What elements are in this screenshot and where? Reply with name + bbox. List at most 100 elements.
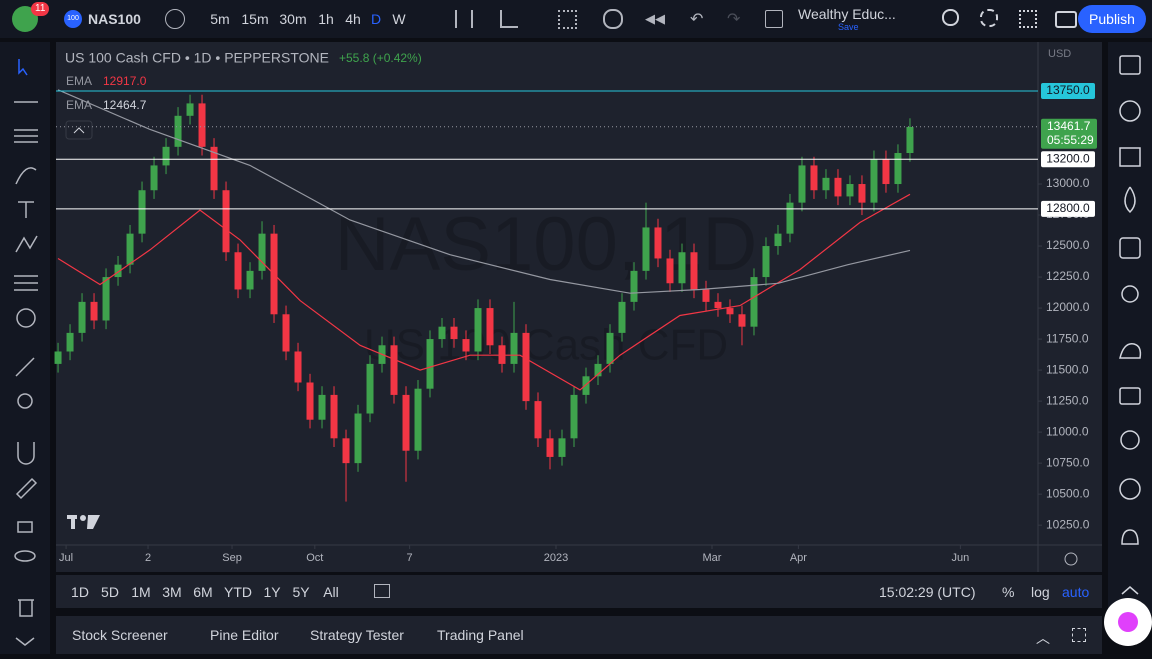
chats[interactable] bbox=[1119, 387, 1141, 405]
x-tick-label: 7 bbox=[407, 552, 413, 564]
x-tick-label: Mar bbox=[703, 552, 722, 564]
watermark: NAS100, 1D bbox=[335, 202, 757, 287]
fullscreen[interactable] bbox=[1019, 10, 1037, 28]
interval-button[interactable]: 1h bbox=[318, 11, 334, 27]
range-button[interactable]: 6M bbox=[193, 584, 213, 600]
interval-button[interactable]: 4h bbox=[345, 11, 361, 27]
currency[interactable]: USD bbox=[1048, 48, 1071, 60]
interval-button[interactable]: 15m bbox=[241, 11, 269, 27]
range-button[interactable]: 5D bbox=[101, 584, 119, 600]
add-symbol[interactable] bbox=[165, 9, 185, 29]
lock-tool[interactable] bbox=[17, 521, 33, 533]
percent-toggle[interactable]: % bbox=[1002, 584, 1015, 600]
interval-button[interactable]: W bbox=[392, 11, 406, 27]
legend-name: EMA bbox=[66, 98, 92, 112]
y-tick-label: 11750.0 bbox=[1046, 331, 1089, 345]
chart-type[interactable] bbox=[455, 10, 473, 28]
interval-button[interactable]: 30m bbox=[279, 11, 307, 27]
candle-body bbox=[438, 326, 446, 340]
templates[interactable] bbox=[558, 10, 577, 29]
range-button[interactable]: 5Y bbox=[292, 584, 310, 600]
auto-toggle[interactable]: auto bbox=[1062, 584, 1090, 600]
y-tick-label: 11000.0 bbox=[1046, 424, 1089, 438]
range-button[interactable]: 3M bbox=[162, 584, 182, 600]
range-button[interactable]: YTD bbox=[224, 584, 252, 600]
watchlist[interactable] bbox=[1119, 55, 1141, 75]
candle-body bbox=[702, 289, 710, 302]
goto-date[interactable] bbox=[374, 584, 390, 598]
candle-body bbox=[342, 438, 350, 464]
ema-line bbox=[57, 193, 911, 391]
candle-body bbox=[66, 332, 74, 352]
hotlists[interactable] bbox=[1124, 186, 1136, 214]
magnet-tool[interactable] bbox=[17, 442, 35, 465]
layout-name[interactable]: Wealthy Educ... bbox=[798, 6, 896, 22]
notifications[interactable] bbox=[1119, 478, 1141, 500]
cursor-tool[interactable] bbox=[18, 59, 28, 76]
interval-button[interactable]: D bbox=[370, 11, 382, 27]
alerts[interactable] bbox=[1119, 100, 1141, 122]
bell[interactable] bbox=[1121, 529, 1139, 545]
zoom-tool[interactable] bbox=[17, 393, 33, 409]
symbol-icon: 100 bbox=[64, 10, 82, 28]
candle-body bbox=[486, 308, 494, 346]
indicators[interactable] bbox=[500, 10, 518, 28]
watermark-sub: US 100 Cash CFD bbox=[364, 321, 728, 370]
undo[interactable]: ↶ bbox=[690, 11, 704, 28]
ideas[interactable] bbox=[1121, 285, 1139, 303]
text-tool[interactable] bbox=[18, 201, 34, 218]
pattern-tool[interactable] bbox=[15, 235, 38, 253]
candle-body bbox=[642, 227, 650, 271]
last-price-box bbox=[1041, 118, 1097, 149]
panel-collapse[interactable]: ︿ bbox=[1036, 630, 1050, 646]
data-window[interactable] bbox=[1119, 147, 1141, 167]
legend-change: +55.8 (+0.42%) bbox=[339, 51, 422, 65]
layout-status[interactable]: Save bbox=[838, 22, 859, 32]
panel-tab[interactable]: Stock Screener bbox=[72, 627, 168, 643]
candle-body bbox=[690, 252, 698, 290]
collapse-tool[interactable] bbox=[15, 637, 35, 646]
clock[interactable]: 15:02:29 (UTC) bbox=[879, 584, 976, 600]
visibility-tool[interactable] bbox=[14, 550, 36, 562]
legend-collapse[interactable] bbox=[65, 120, 93, 140]
candle-body bbox=[54, 351, 62, 364]
fib-tool[interactable] bbox=[14, 129, 38, 143]
interval-button[interactable]: 5m bbox=[210, 11, 230, 27]
icon-tool[interactable] bbox=[16, 308, 36, 328]
calendar[interactable] bbox=[1119, 237, 1141, 259]
candle-body bbox=[822, 177, 830, 191]
symbol[interactable]: NAS100 bbox=[88, 11, 141, 27]
layout-icon[interactable] bbox=[765, 10, 783, 28]
candle-body bbox=[630, 270, 638, 302]
replay[interactable]: ◀◀ bbox=[645, 11, 665, 26]
range-button[interactable]: 1M bbox=[131, 584, 151, 600]
publish-button[interactable]: Publish bbox=[1078, 5, 1146, 33]
countdown-label: 05:55:29 bbox=[1047, 133, 1094, 147]
panel-maximize[interactable] bbox=[1072, 628, 1086, 642]
search[interactable] bbox=[942, 9, 959, 26]
snapshot[interactable] bbox=[1055, 11, 1077, 28]
settings[interactable] bbox=[980, 9, 998, 27]
range-button[interactable]: All bbox=[323, 584, 339, 600]
panel-tab[interactable]: Pine Editor bbox=[210, 627, 279, 643]
range-button[interactable]: 1D bbox=[71, 584, 89, 600]
help[interactable] bbox=[1120, 430, 1140, 450]
prediction-tool[interactable] bbox=[14, 275, 38, 291]
remove-tool[interactable] bbox=[18, 599, 34, 617]
expand[interactable] bbox=[1121, 586, 1139, 595]
panel-tab[interactable]: Trading Panel bbox=[437, 627, 524, 643]
log-toggle[interactable]: log bbox=[1031, 584, 1050, 600]
panel-tab[interactable]: Strategy Tester bbox=[310, 627, 404, 643]
candle-body bbox=[558, 438, 566, 457]
y-tick-label: 10250.0 bbox=[1046, 517, 1090, 531]
measure-tool[interactable] bbox=[15, 357, 35, 377]
lock-draw-tool[interactable] bbox=[15, 477, 38, 500]
candle-body bbox=[870, 159, 878, 203]
candle-body bbox=[666, 258, 674, 284]
streams[interactable] bbox=[1119, 343, 1142, 359]
alert[interactable] bbox=[603, 9, 623, 29]
brush-tool[interactable] bbox=[15, 167, 37, 185]
range-button[interactable]: 1Y bbox=[263, 584, 281, 600]
level-label: 13750.0 bbox=[1046, 83, 1090, 97]
settings-icon[interactable] bbox=[1064, 552, 1078, 566]
